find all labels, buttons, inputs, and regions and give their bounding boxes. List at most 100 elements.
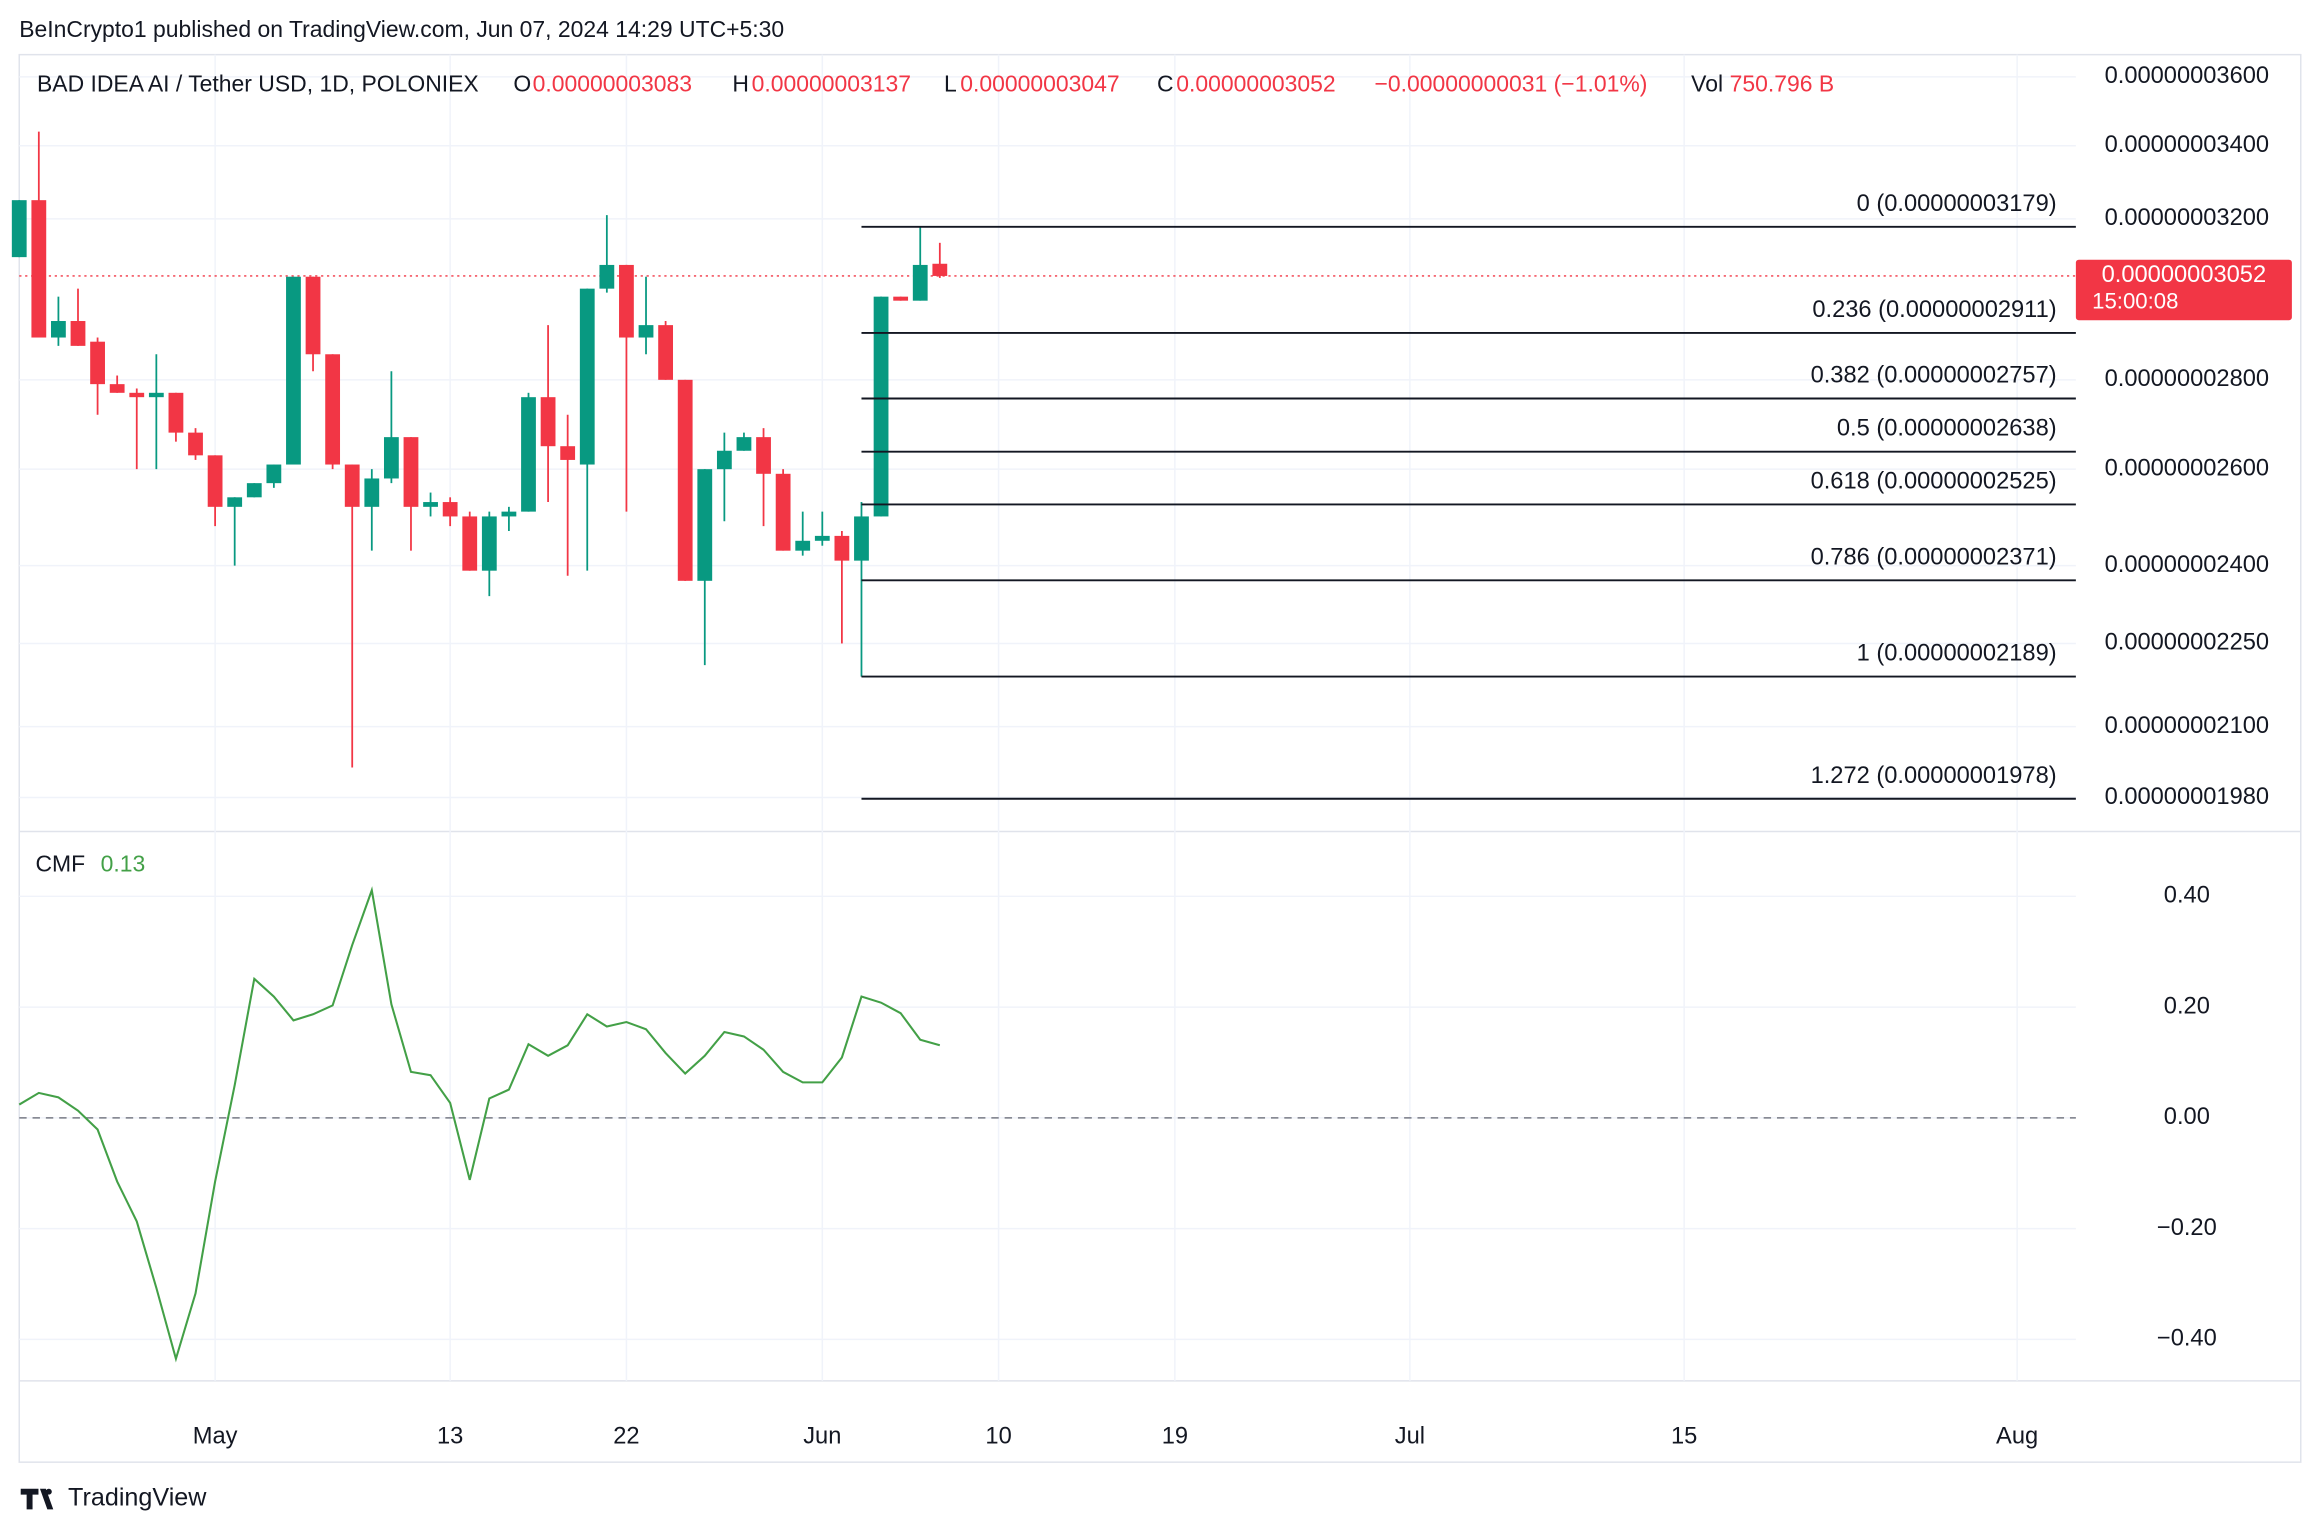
y-tick-label: −0.20 <box>2157 1215 2217 1241</box>
ohlc-label: H <box>732 71 749 97</box>
candle-body <box>619 264 634 338</box>
indicator-title: CMF <box>36 851 86 877</box>
candle-body <box>227 497 243 507</box>
candle-body <box>90 341 105 385</box>
candle-body <box>834 535 850 561</box>
y-tick-label: 0.00000002250 <box>2105 630 2269 656</box>
candle-body <box>325 354 341 465</box>
price-label-box <box>2075 259 2292 321</box>
fib-label: 1.272 (0.00000001978) <box>1811 763 2057 789</box>
candle-body <box>481 516 497 571</box>
y-tick-label: −0.40 <box>2157 1326 2217 1352</box>
fib-label: 0.786 (0.00000002371) <box>1811 544 2057 570</box>
x-tick-label: May <box>193 1423 238 1449</box>
candle-body <box>442 502 458 517</box>
candle-body <box>148 392 164 398</box>
x-tick-label: 19 <box>1162 1423 1188 1449</box>
candle-body <box>286 276 301 465</box>
symbol-title: BAD IDEA AI / Tether USD, 1D, POLONIEX <box>37 71 479 97</box>
candle-body <box>364 478 380 507</box>
y-tick-label: 0.00000002400 <box>2105 552 2269 578</box>
candle-body <box>188 432 203 456</box>
candle-body <box>912 264 928 301</box>
indicator-value: 0.13 <box>101 851 146 877</box>
x-tick-label: 15 <box>1671 1423 1697 1449</box>
change: −0.00000000031 (−1.01%) <box>1375 71 1648 97</box>
brand: TradingView <box>68 1484 207 1512</box>
fib-label: 0.5 (0.00000002638) <box>1837 416 2057 442</box>
candle-body <box>854 516 869 561</box>
x-tick-label: Aug <box>1996 1423 2038 1449</box>
candle-body <box>246 483 262 498</box>
candle-body <box>932 263 948 276</box>
volume-label: Vol <box>1691 71 1723 97</box>
fib-label: 0.236 (0.00000002911) <box>1812 297 2056 323</box>
frame <box>18 53 2302 1463</box>
candle-body <box>795 540 811 551</box>
candle-body <box>129 392 145 398</box>
y-tick-label: 0.00000003400 <box>2105 132 2269 158</box>
candle-body <box>383 437 399 479</box>
y-tick-label: 0.00000003200 <box>2105 205 2269 231</box>
candle-body <box>462 516 478 571</box>
candle-body <box>521 397 536 512</box>
y-tick-label: 0.40 <box>2164 883 2210 909</box>
fib-label: 0.382 (0.00000002757) <box>1811 363 2057 389</box>
y-tick-label: 0.00 <box>2164 1104 2210 1130</box>
candle-body <box>658 325 674 380</box>
price-countdown: 15:00:08 <box>2092 288 2178 313</box>
ohlc-label: L <box>944 71 957 97</box>
y-tick-label: 0.00000002800 <box>2105 366 2269 392</box>
cmf-line <box>18 886 941 1363</box>
y-tick-label: 0.00000002600 <box>2105 455 2269 481</box>
candle-body <box>579 288 595 465</box>
ohlc-value: 0.00000003083 <box>533 71 692 97</box>
brand-logo <box>20 1488 54 1510</box>
candle-body <box>893 296 909 301</box>
candle-body <box>560 446 576 460</box>
plot: May 13 22 Jun 10 19 Jul 15 Aug0.000000036000.000… <box>11 54 2292 1449</box>
candle-body <box>501 511 517 517</box>
y-tick-label: 0.00000001980 <box>2105 784 2269 810</box>
candle-body <box>109 384 125 393</box>
candle-body <box>716 450 732 470</box>
candle-body <box>775 473 791 551</box>
x-tick-label: Jun <box>803 1423 841 1449</box>
attribution: BeInCrypto1 published on TradingView.com… <box>19 16 784 42</box>
candle-body <box>873 296 889 517</box>
candle-body <box>70 321 86 346</box>
x-tick-label: 10 <box>985 1423 1011 1449</box>
ohlc-value: 0.00000003137 <box>752 71 911 97</box>
candle-body <box>423 502 438 507</box>
candle-body <box>266 464 282 484</box>
candle-body <box>11 200 27 258</box>
y-tick-label: 0.00000002100 <box>2105 713 2269 739</box>
candle-body <box>207 455 223 507</box>
ohlc-value: 0.00000003052 <box>1176 71 1335 97</box>
candle-body <box>697 469 713 581</box>
candle-body <box>756 437 771 474</box>
candle-body <box>677 379 693 581</box>
price-label: 0.00000003052 <box>2102 262 2266 288</box>
candle-body <box>736 437 752 451</box>
ohlc-label: O <box>513 71 531 97</box>
candle-body <box>168 392 184 433</box>
x-tick-label: Jul <box>1395 1423 1425 1449</box>
candle-body <box>305 276 321 355</box>
ohlc-label: C <box>1157 71 1174 97</box>
x-tick-label: 22 <box>613 1423 639 1449</box>
y-tick-label: 0.20 <box>2164 993 2210 1019</box>
candle-body <box>403 437 419 507</box>
volume: 750.796 B <box>1730 71 1835 97</box>
candle-body <box>51 321 66 338</box>
candle-body <box>344 464 360 507</box>
fib-label: 1 (0.00000002189) <box>1857 641 2057 667</box>
fib-label: 0.618 (0.00000002525) <box>1811 469 2057 495</box>
candle-body <box>31 200 47 338</box>
candle-body <box>814 535 830 541</box>
fib-label: 0 (0.00000003179) <box>1857 191 2057 217</box>
candle-body <box>540 397 556 447</box>
